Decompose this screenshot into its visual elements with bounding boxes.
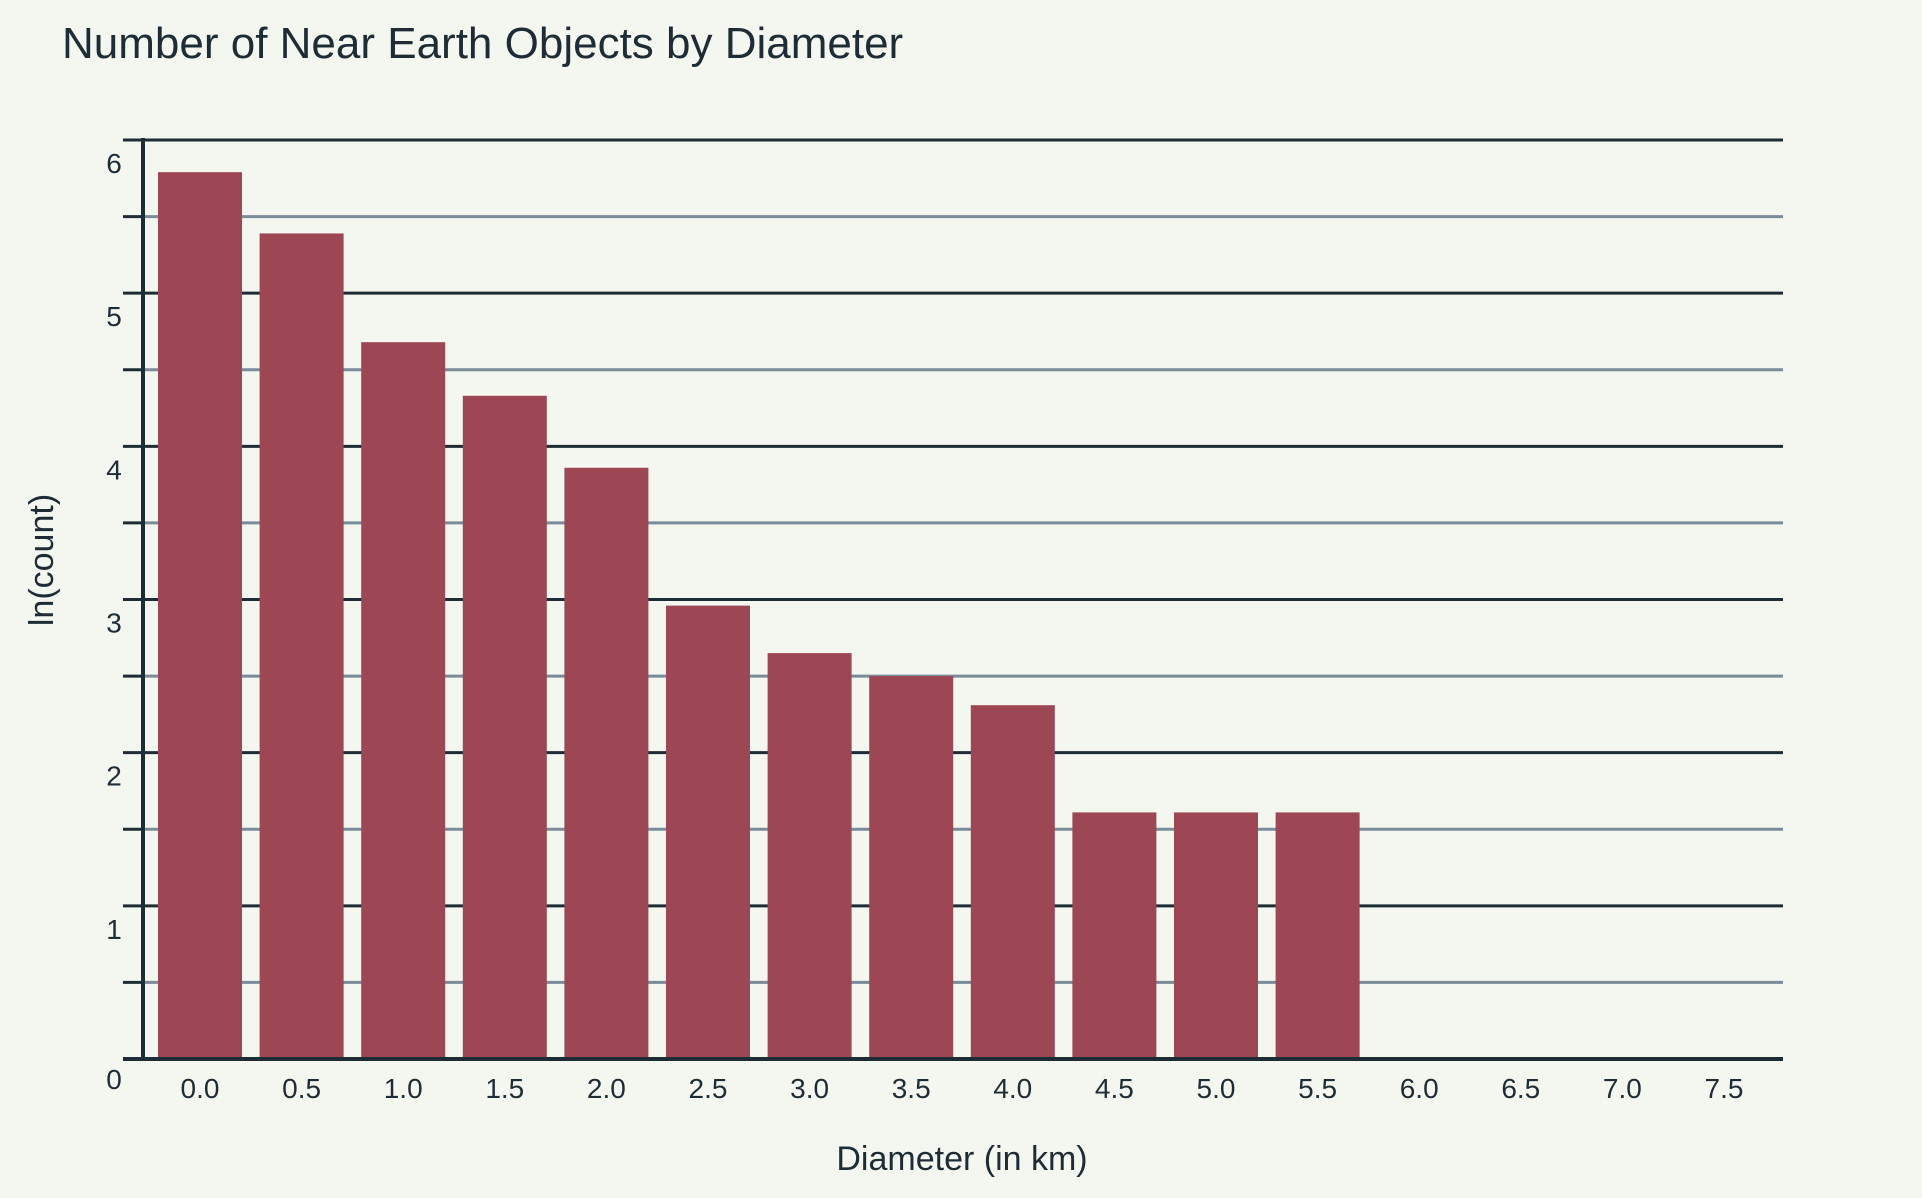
bar <box>1275 812 1360 1059</box>
axes <box>123 138 1783 1061</box>
y-tick-label: 3 <box>106 608 122 639</box>
bar <box>259 233 344 1060</box>
y-tick-labels: 0 1 2 3 4 5 6 <box>106 148 122 1095</box>
x-tick-label: 3.5 <box>892 1073 931 1104</box>
bar <box>361 342 446 1059</box>
y-tick-label: 4 <box>106 454 122 485</box>
x-tick-label: 1.0 <box>384 1073 423 1104</box>
bar <box>1174 812 1258 1059</box>
x-tick-labels: 0.0 0.5 1.0 1.5 2.0 2.5 3.0 3.5 4.0 4.5 5.0 5.5 6.0 6… <box>181 1073 1744 1104</box>
y-tick-label: 1 <box>106 914 122 945</box>
bar <box>462 395 547 1059</box>
x-tick-label: 3.0 <box>790 1073 829 1104</box>
x-tick-label: 5.0 <box>1197 1073 1236 1104</box>
x-tick-label: 0.0 <box>181 1073 220 1104</box>
bars <box>158 172 1360 1060</box>
x-tick-label: 2.0 <box>587 1073 626 1104</box>
x-tick-label: 4.5 <box>1095 1073 1134 1104</box>
bar <box>666 605 750 1059</box>
bar <box>158 172 242 1060</box>
x-tick-label: 1.5 <box>485 1073 524 1104</box>
bar <box>767 653 852 1059</box>
x-tick-label: 6.5 <box>1501 1073 1540 1104</box>
x-axis-label: Diameter (in km) <box>836 1140 1087 1178</box>
bar <box>1072 812 1157 1059</box>
y-tick-label: 2 <box>106 761 122 792</box>
y-axis-label: ln(count) <box>23 494 61 626</box>
x-tick-label: 4.0 <box>993 1073 1032 1104</box>
y-tick-label: 6 <box>106 148 122 179</box>
x-tick-label: 7.0 <box>1603 1073 1642 1104</box>
y-tick-label: 5 <box>106 301 122 332</box>
x-tick-label: 2.5 <box>689 1073 728 1104</box>
bar <box>869 676 954 1059</box>
x-tick-label: 5.5 <box>1298 1073 1337 1104</box>
bar <box>564 467 649 1059</box>
x-tick-label: 0.5 <box>282 1073 321 1104</box>
bar <box>970 705 1055 1059</box>
chart-title: Number of Near Earth Objects by Diameter <box>62 19 903 68</box>
x-tick-label: 7.5 <box>1705 1073 1744 1104</box>
x-tick-label: 6.0 <box>1400 1073 1439 1104</box>
y-tick-label: 0 <box>106 1064 122 1095</box>
